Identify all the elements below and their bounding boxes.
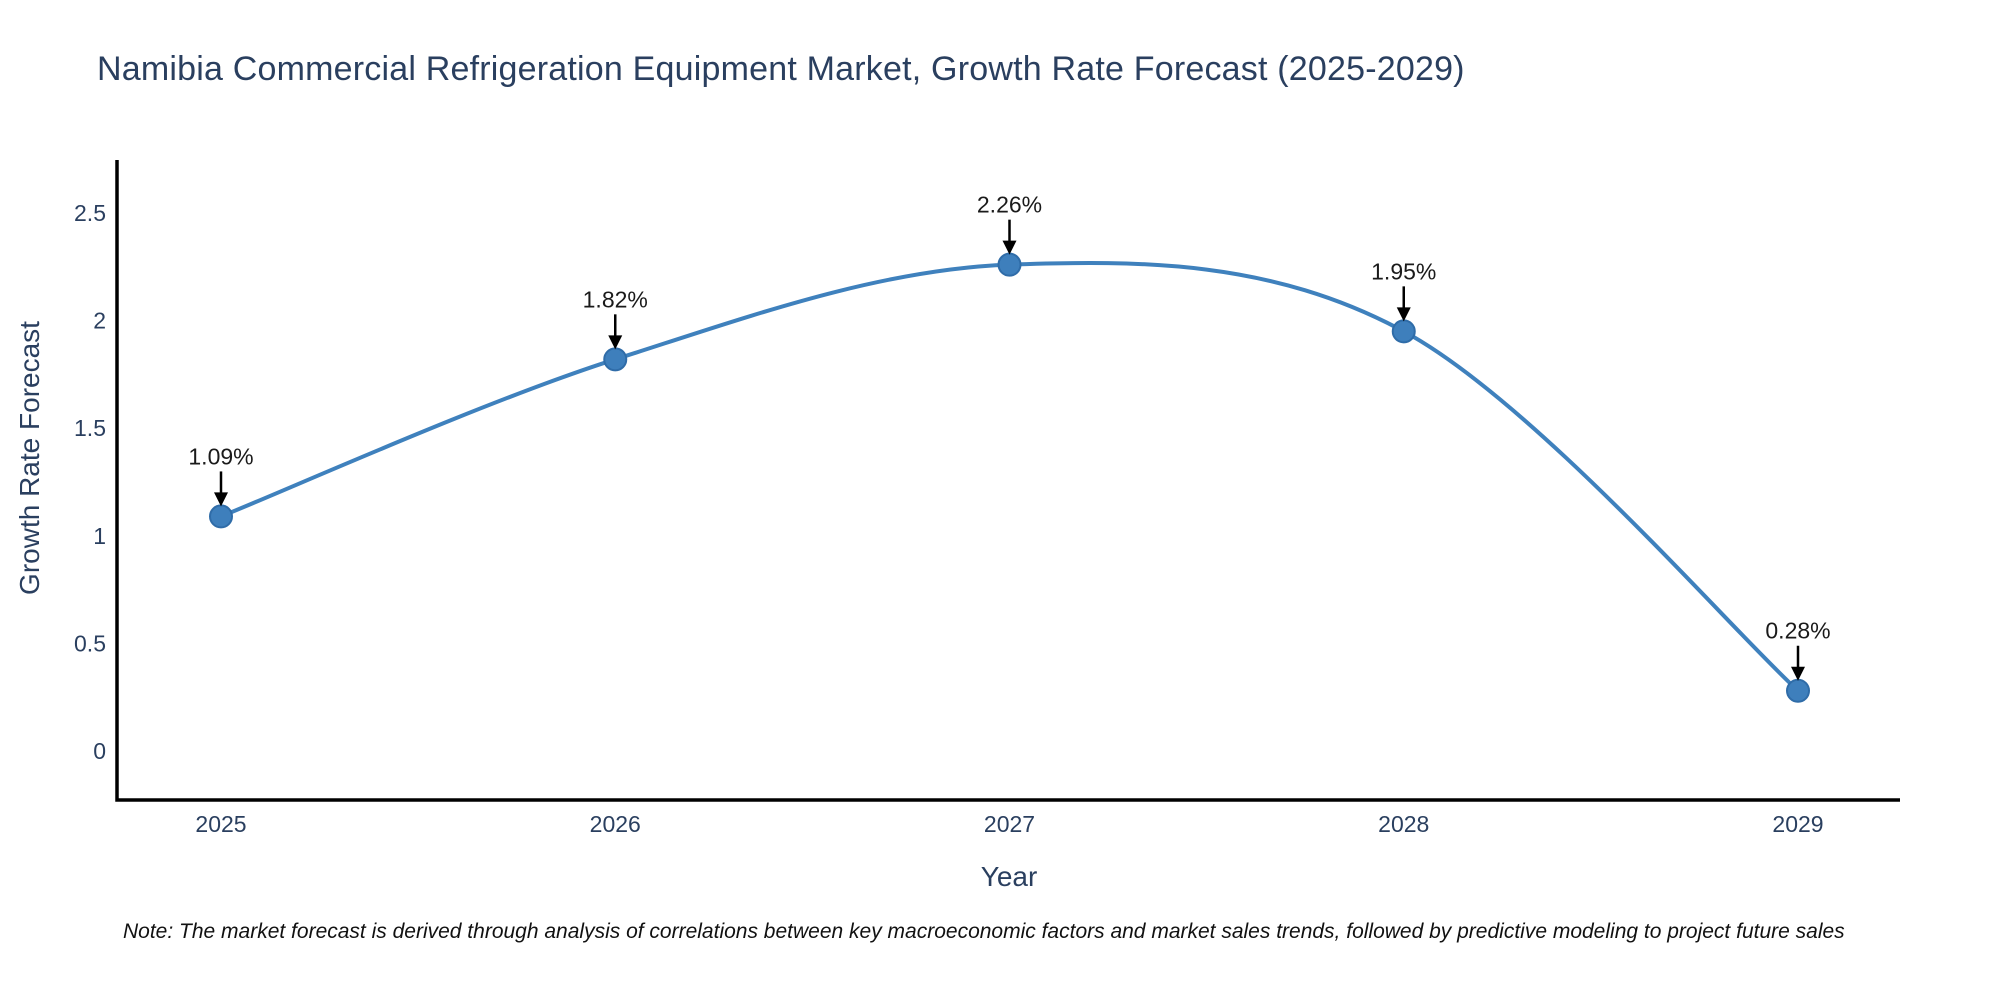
axes [115, 160, 1900, 802]
x-tick-label: 2027 [984, 811, 1035, 837]
annotation-label: 2.26% [977, 192, 1042, 218]
data-point[interactable] [209, 504, 233, 529]
data-point[interactable] [1391, 319, 1416, 344]
x-tick-label: 2029 [1772, 811, 1823, 837]
y-tick-label: 2.5 [74, 200, 106, 226]
y-tick-label: 0 [93, 738, 106, 764]
x-axis-title: Year [980, 861, 1038, 892]
data-point[interactable] [1786, 678, 1810, 703]
annotation-label: 1.09% [188, 443, 253, 469]
trend-line [219, 260, 1800, 693]
data-point[interactable] [603, 347, 628, 372]
y-tick-label: 1.5 [74, 415, 106, 441]
x-tick-label: 2025 [195, 811, 246, 837]
annotation-arrowhead [1396, 307, 1411, 322]
footnote: Note: The market forecast is derived thr… [123, 920, 1845, 943]
data-point[interactable] [997, 252, 1022, 277]
annotation-arrowhead [214, 492, 228, 507]
y-tick-label: 2 [93, 308, 106, 334]
chart-title: Namibia Commercial Refrigeration Equipme… [97, 50, 1465, 88]
annotation-arrowhead [1002, 240, 1017, 255]
x-tick-label: 2026 [590, 811, 641, 837]
annotation-label: 0.28% [1765, 618, 1830, 644]
annotation-arrowhead [1791, 666, 1805, 681]
y-tick-label: 1 [93, 523, 106, 549]
annotation-label: 1.95% [1371, 258, 1436, 284]
annotation-arrowhead [608, 335, 623, 350]
x-tick-label: 2028 [1378, 811, 1429, 837]
annotation-label: 1.82% [583, 286, 648, 312]
y-tick-label: 0.5 [74, 630, 106, 656]
